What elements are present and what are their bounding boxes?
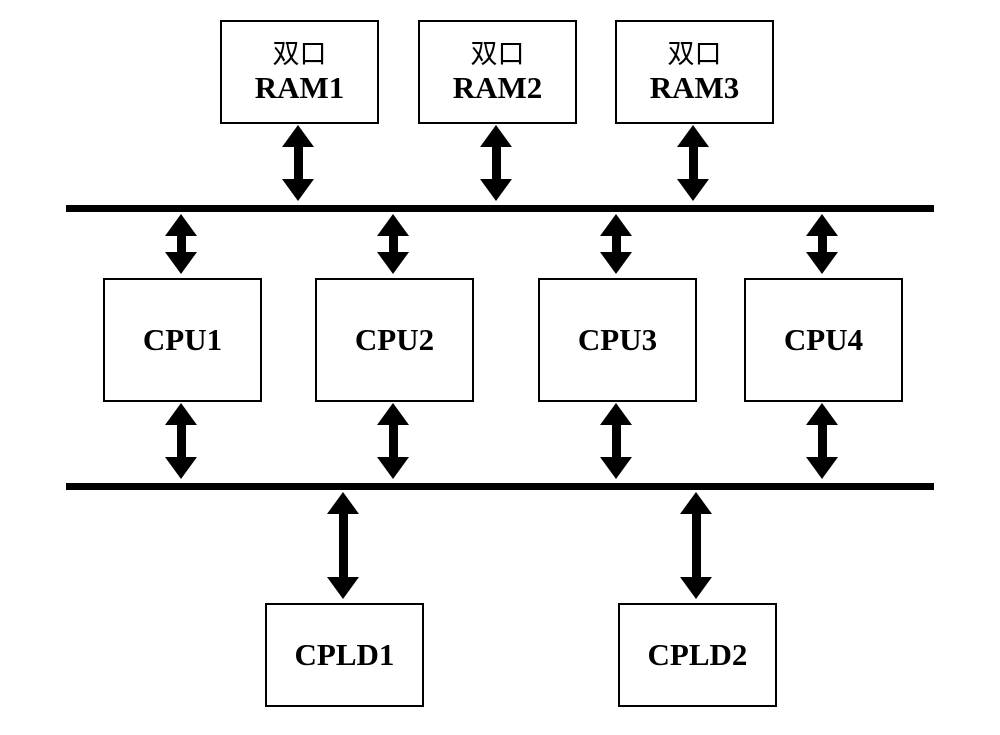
cpld1-label: CPLD1: [295, 637, 395, 673]
cpld1-box: CPLD1: [265, 603, 424, 707]
cpu2-box: CPU2: [315, 278, 474, 402]
cpld2-label: CPLD2: [648, 637, 748, 673]
ram3-box: 双口 RAM3: [615, 20, 774, 124]
ram1-line1: 双口: [273, 39, 327, 70]
arrow-cpu4-bus2: [818, 421, 827, 461]
arrow-cpu1-bus2: [177, 421, 186, 461]
cpu4-box: CPU4: [744, 278, 903, 402]
cpld2-box: CPLD2: [618, 603, 777, 707]
arrow-bus2-cpld1: [339, 510, 348, 581]
diagram-canvas: 双口 RAM1 双口 RAM2 双口 RAM3 CPU1 CPU2 CPU3 C…: [0, 0, 1000, 735]
ram2-line2: RAM2: [453, 70, 543, 106]
cpu3-box: CPU3: [538, 278, 697, 402]
arrow-bus1-cpu1: [177, 232, 186, 256]
cpu3-label: CPU3: [578, 322, 657, 358]
ram1-line2: RAM1: [255, 70, 345, 106]
cpu2-label: CPU2: [355, 322, 434, 358]
ram1-box: 双口 RAM1: [220, 20, 379, 124]
cpu1-label: CPU1: [143, 322, 222, 358]
arrow-bus2-cpld2: [692, 510, 701, 581]
arrow-bus1-cpu2: [389, 232, 398, 256]
arrow-bus1-cpu3: [612, 232, 621, 256]
arrow-ram2-bus1: [492, 143, 501, 183]
arrow-bus1-cpu4: [818, 232, 827, 256]
arrow-ram1-bus1: [294, 143, 303, 183]
arrow-cpu3-bus2: [612, 421, 621, 461]
ram2-box: 双口 RAM2: [418, 20, 577, 124]
ram2-line1: 双口: [471, 39, 525, 70]
ram3-line1: 双口: [668, 39, 722, 70]
bus-1: [66, 205, 934, 212]
cpu4-label: CPU4: [784, 322, 863, 358]
arrow-cpu2-bus2: [389, 421, 398, 461]
ram3-line2: RAM3: [650, 70, 740, 106]
cpu1-box: CPU1: [103, 278, 262, 402]
bus-2: [66, 483, 934, 490]
arrow-ram3-bus1: [689, 143, 698, 183]
